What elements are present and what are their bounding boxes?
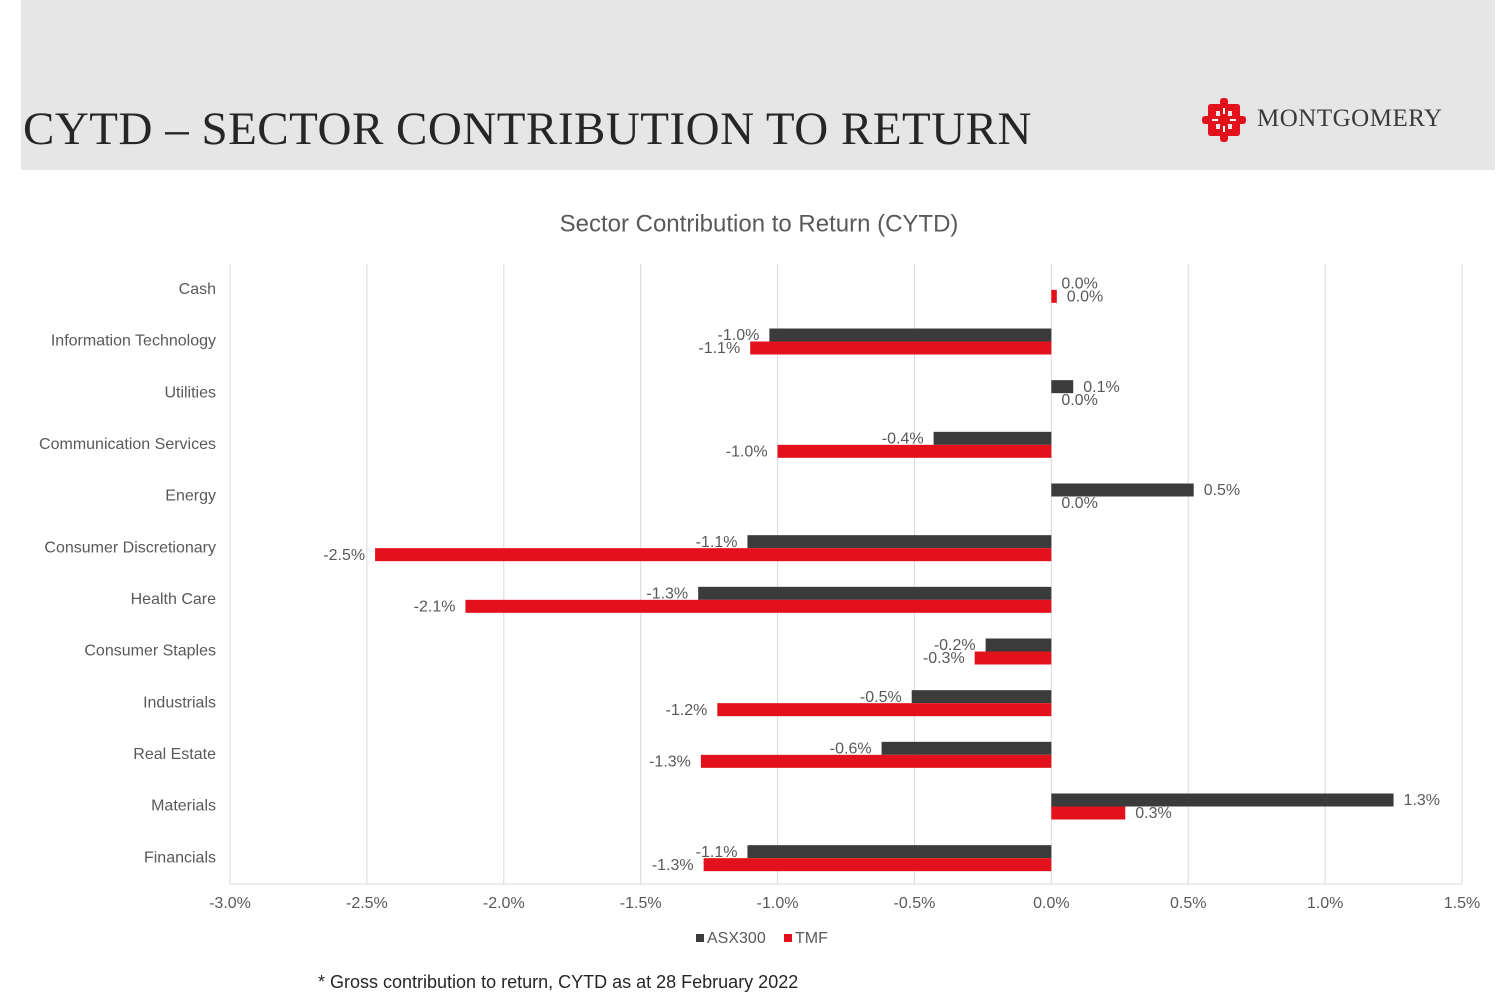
asx300-data-label: -1.3% [646,586,688,603]
tmf-data-label: 0.0% [1061,495,1097,512]
chart-title: Sector Contribution to Return (CYTD) [560,210,959,237]
asx300-data-label: 0.5% [1204,482,1240,499]
x-tick-label: -2.5% [346,895,388,912]
asx300-bar [747,845,1052,859]
asx300-bar [933,431,1052,445]
x-tick-label: -1.0% [757,895,799,912]
asx300-data-label: -1.0% [718,327,760,344]
asx300-data-label: -0.4% [882,431,924,448]
asx300-data-label: -0.2% [934,637,976,654]
page-title: CYTD – SECTOR CONTRIBUTION TO RETURN [23,103,1032,155]
x-tick-label: -3.0% [209,895,251,912]
footnote: * Gross contribution to return, CYTD as … [318,972,799,992]
x-tick-label: -2.0% [483,895,525,912]
tmf-data-label: -0.3% [923,650,965,667]
asx300-data-label: -0.6% [830,741,872,758]
asx300-bar [747,535,1052,549]
tmf-data-label: 0.0% [1061,392,1097,409]
category-label: Health Care [131,591,216,608]
asx300-bar [985,638,1052,652]
category-label: Industrials [143,694,216,711]
tmf-data-label: -1.3% [652,857,694,874]
asx300-bar [911,690,1052,704]
tmf-data-label: -1.2% [666,702,708,719]
x-tick-label: 0.0% [1033,895,1069,912]
tmf-bar [717,703,1052,717]
asx300-bar [698,586,1052,600]
tmf-bar [375,548,1052,562]
category-label: Consumer Staples [84,643,216,660]
category-label: Utilities [164,384,216,401]
category-label: Financials [144,849,216,866]
x-tick-label: -1.5% [620,895,662,912]
category-label: Information Technology [51,333,216,350]
tmf-bar [703,858,1052,872]
x-tick-label: 1.5% [1444,895,1480,912]
asx300-bar [881,741,1052,755]
asx300-data-label: -0.5% [860,689,902,706]
asx300-bar [1051,793,1394,807]
tmf-bar [777,444,1052,458]
tmf-bar [750,341,1052,355]
category-label: Communication Services [39,436,216,453]
montgomery-logo-icon [1202,98,1246,142]
legend-label-tmf: TMF [795,930,828,947]
asx300-data-label: 0.1% [1083,379,1119,396]
category-label: Energy [165,488,216,505]
legend-label-asx300: ASX300 [707,930,766,947]
asx300-data-label: 0.0% [1061,276,1097,293]
tmf-bar [1051,806,1126,820]
tmf-data-label: 0.0% [1067,289,1103,306]
legend-swatch-asx300 [696,934,704,942]
asx300-bar [1051,483,1194,497]
tmf-bar [700,754,1052,768]
tmf-data-label: 0.3% [1135,805,1171,822]
x-tick-label: -0.5% [894,895,936,912]
asx300-bar [1051,380,1074,394]
tmf-data-label: -1.1% [698,340,740,357]
tmf-data-label: -1.0% [726,444,768,461]
tmf-bar [465,599,1052,613]
x-tick-label: 1.0% [1307,895,1343,912]
asx300-data-label: 1.3% [1404,792,1440,809]
asx300-data-label: -1.1% [696,844,738,861]
asx300-bar [769,328,1052,342]
category-label: Real Estate [133,746,216,763]
tmf-bar [1051,289,1057,303]
tmf-data-label: -2.1% [414,599,456,616]
legend-swatch-tmf [784,934,792,942]
tmf-data-label: -1.3% [649,754,691,771]
category-label: Consumer Discretionary [44,539,216,556]
x-tick-label: 0.5% [1170,895,1206,912]
header-band [21,0,1495,170]
logo-text: MONTGOMERY [1257,105,1443,132]
tmf-data-label: -2.5% [323,547,365,564]
asx300-data-label: -1.1% [696,534,738,551]
category-label: Materials [151,798,216,815]
category-label: Cash [179,281,216,298]
tmf-bar [974,651,1052,665]
